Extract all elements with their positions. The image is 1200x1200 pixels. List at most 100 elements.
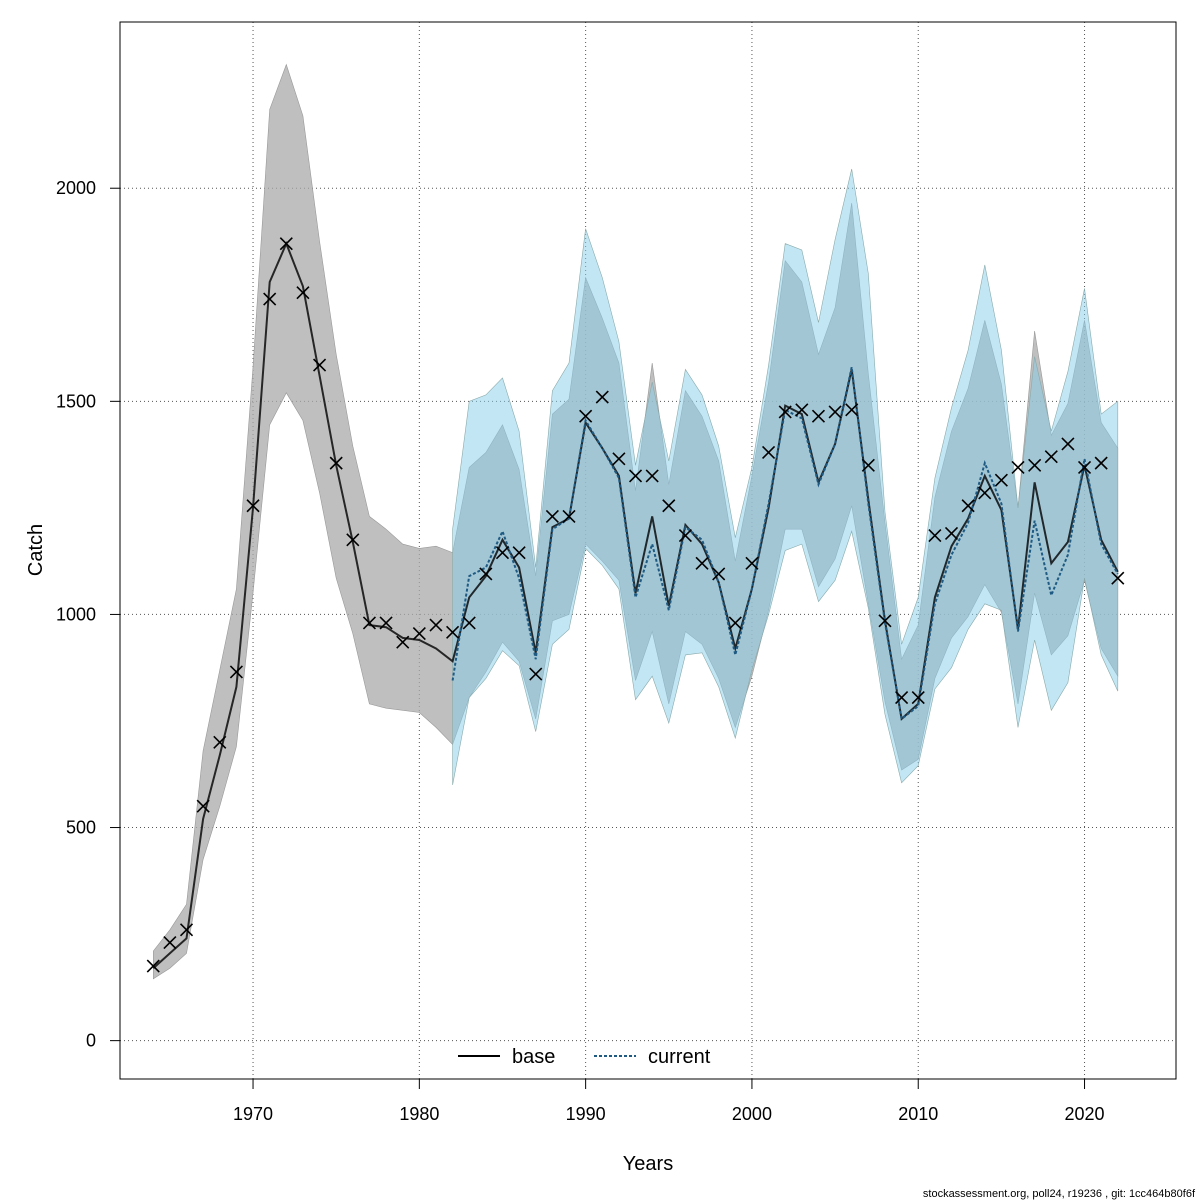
observed-point-stroke: [978, 486, 992, 500]
x-axis-title: Years: [623, 1153, 673, 1175]
observed-point-stroke: [429, 618, 443, 632]
observed-point-stroke: [745, 556, 759, 570]
x-tick-label-1980: 1980: [399, 1104, 439, 1124]
x-axis: 1970 1980 1990 2000 2010 2020: [233, 1078, 1105, 1124]
observed-point-1993: [628, 469, 643, 483]
observed-point-1977: [362, 616, 377, 630]
observed-point-stroke: [662, 499, 676, 513]
observed-point-2002: [778, 405, 792, 419]
observed-point-1970: [246, 499, 260, 513]
observed-point-stroke: [579, 409, 593, 423]
observed-point-stroke: [495, 546, 510, 560]
observed-point-2016: [1011, 460, 1025, 474]
footer-note: stockassessment.org, poll24, r19236 , gi…: [923, 1188, 1196, 1200]
observed-point-1969: [229, 665, 243, 679]
observed-point-stroke: [1044, 450, 1058, 464]
observed-point-stroke: [529, 667, 543, 681]
observed-point-1999: [728, 616, 742, 630]
current-confidence-band: [452, 168, 1119, 785]
observed-point-1966: [179, 923, 194, 937]
observed-point-stroke: [562, 509, 576, 523]
observed-point-1985: [495, 546, 510, 560]
observed-point-2007: [861, 458, 875, 472]
observed-point-stroke: [1061, 437, 1075, 451]
observed-point-1975: [329, 456, 343, 470]
observed-point-1996: [678, 529, 692, 543]
observed-point-stroke: [961, 499, 975, 513]
observed-point-stroke: [811, 409, 826, 423]
observed-point-1982: [446, 625, 460, 639]
observed-point-stroke: [462, 616, 476, 630]
observed-point-2020: [1077, 460, 1092, 474]
x-tick-label-1970: 1970: [233, 1104, 273, 1124]
observed-point-stroke: [329, 456, 343, 470]
observed-point-stroke: [795, 403, 809, 417]
observed-point-stroke: [1094, 456, 1108, 470]
observed-point-stroke: [712, 567, 726, 581]
observed-point-stroke: [728, 616, 742, 630]
observed-point-stroke: [695, 556, 709, 570]
observed-point-1964: [146, 959, 160, 973]
observed-point-1978: [379, 616, 393, 630]
observed-point-stroke: [612, 452, 626, 466]
observed-point-stroke: [213, 735, 227, 749]
observed-point-stroke: [362, 616, 377, 630]
observed-point-2013: [961, 499, 975, 513]
observed-point-stroke: [1028, 458, 1042, 472]
observed-point-1972: [279, 237, 293, 251]
observed-point-stroke: [263, 292, 277, 306]
x-tick-label-2010: 2010: [898, 1104, 938, 1124]
observed-point-stroke: [346, 533, 360, 547]
observed-point-stroke: [246, 499, 260, 513]
observed-point-stroke: [595, 390, 609, 404]
legend-current-label: current: [648, 1046, 711, 1068]
observed-point-stroke: [628, 469, 643, 483]
observed-point-stroke: [944, 526, 959, 541]
observed-point-1968: [213, 735, 227, 749]
observed-point-2018: [1044, 450, 1058, 464]
confidence-bands: [153, 63, 1119, 980]
observed-point-2008: [878, 614, 892, 628]
observed-point-2014: [978, 486, 992, 500]
observed-point-1979: [396, 635, 410, 649]
observed-point-stroke: [312, 358, 327, 372]
observed-points: [146, 237, 1125, 973]
observed-point-stroke: [229, 665, 243, 679]
observed-point-1981: [429, 618, 443, 632]
observed-point-stroke: [196, 799, 210, 813]
observed-point-1973: [296, 286, 310, 300]
observed-point-2001: [762, 445, 776, 460]
legend: base current: [458, 1046, 711, 1068]
y-tick-label-1500: 1500: [56, 391, 96, 411]
x-tick-label-1990: 1990: [566, 1104, 606, 1124]
observed-point-stroke: [878, 614, 892, 628]
observed-point-2019: [1061, 437, 1075, 451]
observed-point-stroke: [845, 403, 859, 417]
observed-point-1987: [529, 667, 543, 681]
x-tick-label-2020: 2020: [1065, 1104, 1105, 1124]
observed-point-2015: [994, 473, 1008, 487]
observed-point-stroke: [778, 405, 792, 419]
observed-point-stroke: [895, 690, 909, 705]
observed-point-stroke: [762, 445, 776, 460]
y-tick-label-2000: 2000: [56, 178, 96, 198]
observed-point-stroke: [296, 286, 310, 300]
observed-point-1986: [512, 546, 526, 560]
observed-point-stroke: [396, 635, 410, 649]
observed-point-stroke: [645, 469, 659, 483]
observed-point-stroke: [678, 529, 692, 543]
observed-point-2004: [811, 409, 826, 423]
observed-point-2021: [1094, 456, 1108, 470]
observed-point-1997: [695, 556, 709, 570]
observed-point-2005: [828, 405, 842, 419]
observed-point-1989: [562, 509, 576, 523]
observed-point-2003: [795, 403, 809, 417]
observed-point-stroke: [1077, 460, 1092, 474]
y-axis: 0 500 1000 1500 2000: [56, 178, 121, 1051]
observed-point-2010: [911, 690, 925, 705]
observed-point-1976: [346, 533, 360, 547]
observed-point-stroke: [994, 473, 1008, 487]
observed-point-stroke: [911, 690, 925, 705]
observed-point-1995: [662, 499, 676, 513]
